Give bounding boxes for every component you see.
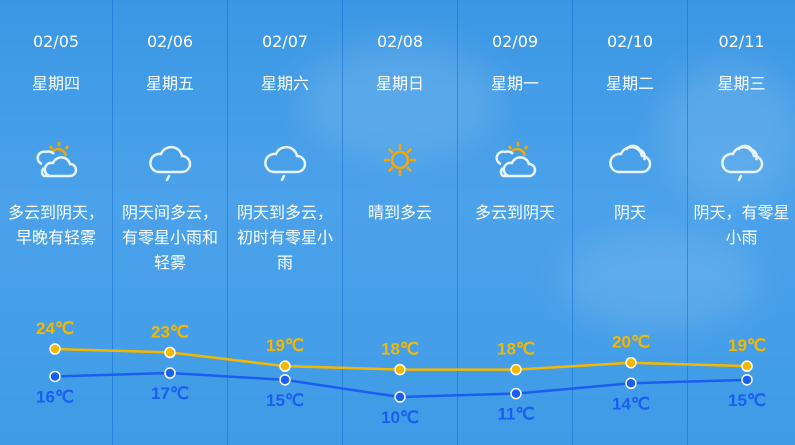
- high-temp-label: 19℃: [266, 336, 304, 355]
- high-temp-point: [279, 360, 291, 372]
- weather-description: 晴到多云: [367, 203, 432, 222]
- day-column: 02/06 星期五 阴天间多云， 有零星小雨和 轻雾: [113, 0, 228, 445]
- weather-description: 阴天，有零星 小雨: [693, 203, 790, 247]
- high-temp-label: 23℃: [151, 322, 189, 341]
- low-temp-point: [510, 387, 522, 400]
- low-temp-label: 15℃: [266, 391, 304, 410]
- low-temp-label: 15℃: [728, 391, 766, 410]
- weather-description: 多云到阴天， 早晚有轻雾: [7, 203, 104, 247]
- day-column: 02/10 星期二 阴天: [573, 0, 688, 445]
- day-weekday: 星期一: [490, 74, 539, 93]
- day-date: 02/09: [491, 32, 539, 51]
- low-temp-label: 14℃: [612, 394, 650, 413]
- sunny-icon: [376, 138, 424, 182]
- weather-description: 阴天到多云， 初时有零星小 雨: [236, 203, 333, 272]
- high-temp-label: 20℃: [612, 333, 650, 352]
- low-temp-label: 10℃: [381, 408, 419, 427]
- day-weekday: 星期五: [145, 74, 194, 93]
- day-date: 02/10: [606, 32, 654, 51]
- day-column: 02/05 星期四 多云到阴天， 早晚有轻雾: [0, 0, 113, 445]
- high-temp-label: 18℃: [497, 340, 535, 359]
- partly-cloudy-icon: [491, 138, 539, 182]
- partly-cloudy-icon: [32, 138, 80, 182]
- high-temp-point: [164, 346, 176, 359]
- high-temp-point: [394, 363, 406, 376]
- low-temp-point: [164, 367, 176, 379]
- day-weekday: 星期四: [31, 74, 80, 93]
- high-temp-label: 19℃: [728, 336, 766, 355]
- low-temp-label: 16℃: [36, 387, 74, 406]
- low-temp-label: 17℃: [151, 384, 189, 403]
- light-rain-icon: [146, 138, 194, 182]
- low-temp-point: [625, 377, 637, 390]
- weather-description: 阴天: [613, 203, 646, 222]
- low-temp-label: 11℃: [497, 405, 534, 424]
- day-column: 02/11 星期三 阴天，有零星 小雨: [688, 0, 795, 445]
- low-temp-point: [279, 374, 291, 386]
- day-weekday: 星期日: [375, 74, 424, 93]
- high-temp-point: [741, 360, 753, 372]
- low-temp-point: [741, 374, 753, 386]
- cloudy-icon: [606, 138, 654, 182]
- cloudy-rain-icon: [718, 138, 766, 182]
- high-temp-label: 24℃: [36, 319, 74, 338]
- high-temp-point: [49, 343, 61, 355]
- weather-description: 阴天间多云， 有零星小雨和 轻雾: [121, 203, 218, 272]
- high-temp-label: 18℃: [381, 340, 419, 359]
- day-column: 02/09 星期一 多云到阴天: [458, 0, 573, 445]
- day-date: 02/05: [32, 32, 80, 51]
- light-rain-icon: [261, 138, 309, 182]
- weather-description: 多云到阴天: [474, 203, 555, 222]
- day-weekday: 星期六: [260, 74, 309, 93]
- day-column: 02/07 星期六 阴天到多云， 初时有零星小 雨: [228, 0, 343, 445]
- day-weekday: 星期二: [605, 74, 654, 93]
- day-date: 02/06: [146, 32, 194, 51]
- low-temp-point: [394, 391, 406, 403]
- day-column: 02/08 星期日 晴到多云: [343, 0, 458, 445]
- high-temp-point: [625, 356, 637, 369]
- day-weekday: 星期三: [717, 74, 766, 93]
- day-date: 02/08: [376, 32, 424, 51]
- day-date: 02/11: [718, 32, 765, 51]
- low-temp-point: [49, 370, 61, 383]
- high-temp-point: [510, 363, 522, 376]
- day-date: 02/07: [261, 32, 309, 51]
